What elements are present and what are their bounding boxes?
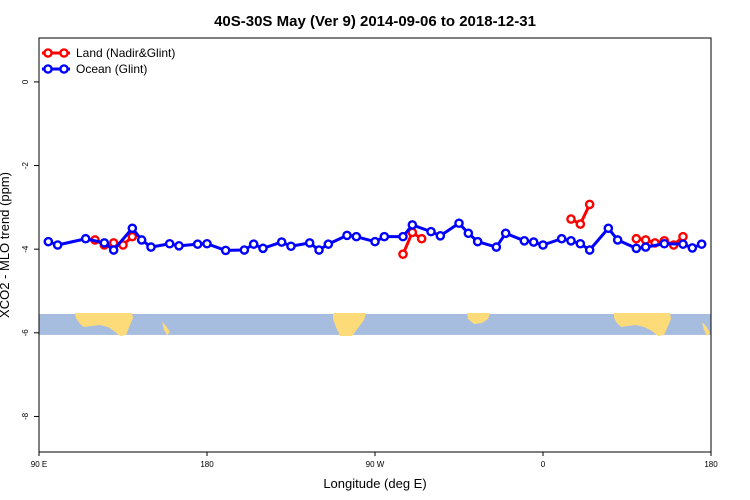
data-point-land xyxy=(631,233,642,244)
data-point-ocean xyxy=(379,231,390,242)
y-tick-label: -6 xyxy=(21,329,30,337)
data-point-ocean xyxy=(463,228,474,239)
data-point-ocean xyxy=(631,243,642,254)
data-point-ocean xyxy=(248,239,259,249)
data-point-ocean xyxy=(276,237,287,247)
data-point-ocean xyxy=(519,236,530,246)
y-axis: 0 -2 -4 -6 -8 xyxy=(21,79,39,420)
data-point-ocean xyxy=(687,243,698,253)
data-point-ocean xyxy=(192,239,203,249)
y-tick-label: 0 xyxy=(21,79,30,84)
data-point-ocean xyxy=(575,238,586,249)
ocean-band xyxy=(39,314,711,335)
y-tick-label: -8 xyxy=(21,412,30,420)
legend-marker-ocean xyxy=(43,64,53,74)
land-australia-repeat xyxy=(614,313,671,336)
legend-label-ocean: Ocean (Glint) xyxy=(76,62,147,76)
data-point-land xyxy=(398,249,408,259)
data-point-ocean xyxy=(286,241,296,252)
x-tick-label: 90 E xyxy=(31,460,47,469)
y-tick-label: -2 xyxy=(21,161,30,169)
y-axis-label: XCO2 - MLO trend (ppm) xyxy=(0,172,12,318)
x-tick-label: 180 xyxy=(200,460,214,469)
data-point-ocean xyxy=(500,228,511,239)
data-point-ocean xyxy=(584,245,595,255)
data-point-ocean xyxy=(696,239,707,249)
data-point-ocean xyxy=(678,239,688,249)
data-point-ocean xyxy=(80,233,91,244)
x-tick-label: 0 xyxy=(541,460,546,469)
data-point-ocean xyxy=(323,239,334,249)
data-point-ocean xyxy=(258,243,268,254)
data-point-ocean xyxy=(528,237,539,247)
legend-marker-land xyxy=(43,48,53,58)
data-point-ocean xyxy=(435,230,446,241)
data-point-land xyxy=(678,231,688,242)
x-axis-label: Longitude (deg E) xyxy=(323,476,426,491)
data-point-ocean xyxy=(127,223,138,234)
data-point-ocean xyxy=(370,236,380,247)
data-point-ocean xyxy=(342,230,352,241)
x-axis: 90 E 180 90 W 0 180 xyxy=(31,452,718,469)
land-africa xyxy=(467,313,490,324)
land-australia xyxy=(75,313,133,336)
data-point-ocean xyxy=(52,240,63,250)
data-point-ocean xyxy=(426,226,436,237)
data-point-ocean xyxy=(454,218,464,229)
x-tick-label: 90 W xyxy=(366,460,385,469)
data-point-ocean xyxy=(603,223,614,234)
data-point-ocean xyxy=(174,241,184,251)
data-point-ocean xyxy=(164,238,175,249)
data-point-ocean xyxy=(556,233,567,244)
land-new-zealand xyxy=(162,322,170,335)
data-point-land xyxy=(416,233,427,244)
land-new-zealand-repeat xyxy=(702,322,710,336)
data-point-ocean xyxy=(640,242,651,252)
data-point-ocean xyxy=(351,231,362,242)
y-tick-label: -4 xyxy=(21,245,30,253)
data-point-ocean xyxy=(136,235,147,245)
data-point-land xyxy=(566,214,576,224)
data-point-ocean xyxy=(202,238,212,249)
data-point-ocean xyxy=(146,242,156,252)
land-south-america xyxy=(333,313,366,336)
data-point-ocean xyxy=(314,245,324,255)
data-point-ocean xyxy=(304,238,315,248)
data-point-ocean xyxy=(612,235,623,245)
data-point-ocean xyxy=(239,245,250,255)
map-strip xyxy=(39,313,711,336)
legend: Land (Nadir&Glint) Ocean (Glint) xyxy=(42,46,175,76)
series-layer xyxy=(43,199,707,259)
data-point-land xyxy=(127,231,138,242)
legend-marker-land xyxy=(59,48,69,58)
data-point-land xyxy=(584,199,595,210)
data-point-ocean xyxy=(220,245,231,256)
data-point-ocean xyxy=(538,240,548,250)
data-point-ocean xyxy=(491,242,502,252)
data-point-ocean xyxy=(398,231,408,242)
data-point-ocean xyxy=(407,220,418,230)
chart-title: 40S-30S May (Ver 9) 2014-09-06 to 2018-1… xyxy=(214,13,536,30)
legend-label-land: Land (Nadir&Glint) xyxy=(76,46,175,60)
data-point-ocean xyxy=(472,236,483,247)
legend-marker-ocean xyxy=(59,64,69,74)
data-point-ocean xyxy=(659,238,670,249)
data-point-ocean xyxy=(108,245,119,255)
data-point-ocean xyxy=(566,236,576,246)
x-tick-label: 180 xyxy=(704,460,718,469)
data-point-land xyxy=(575,219,586,229)
data-point-ocean xyxy=(43,236,54,247)
data-point-ocean xyxy=(99,238,110,248)
